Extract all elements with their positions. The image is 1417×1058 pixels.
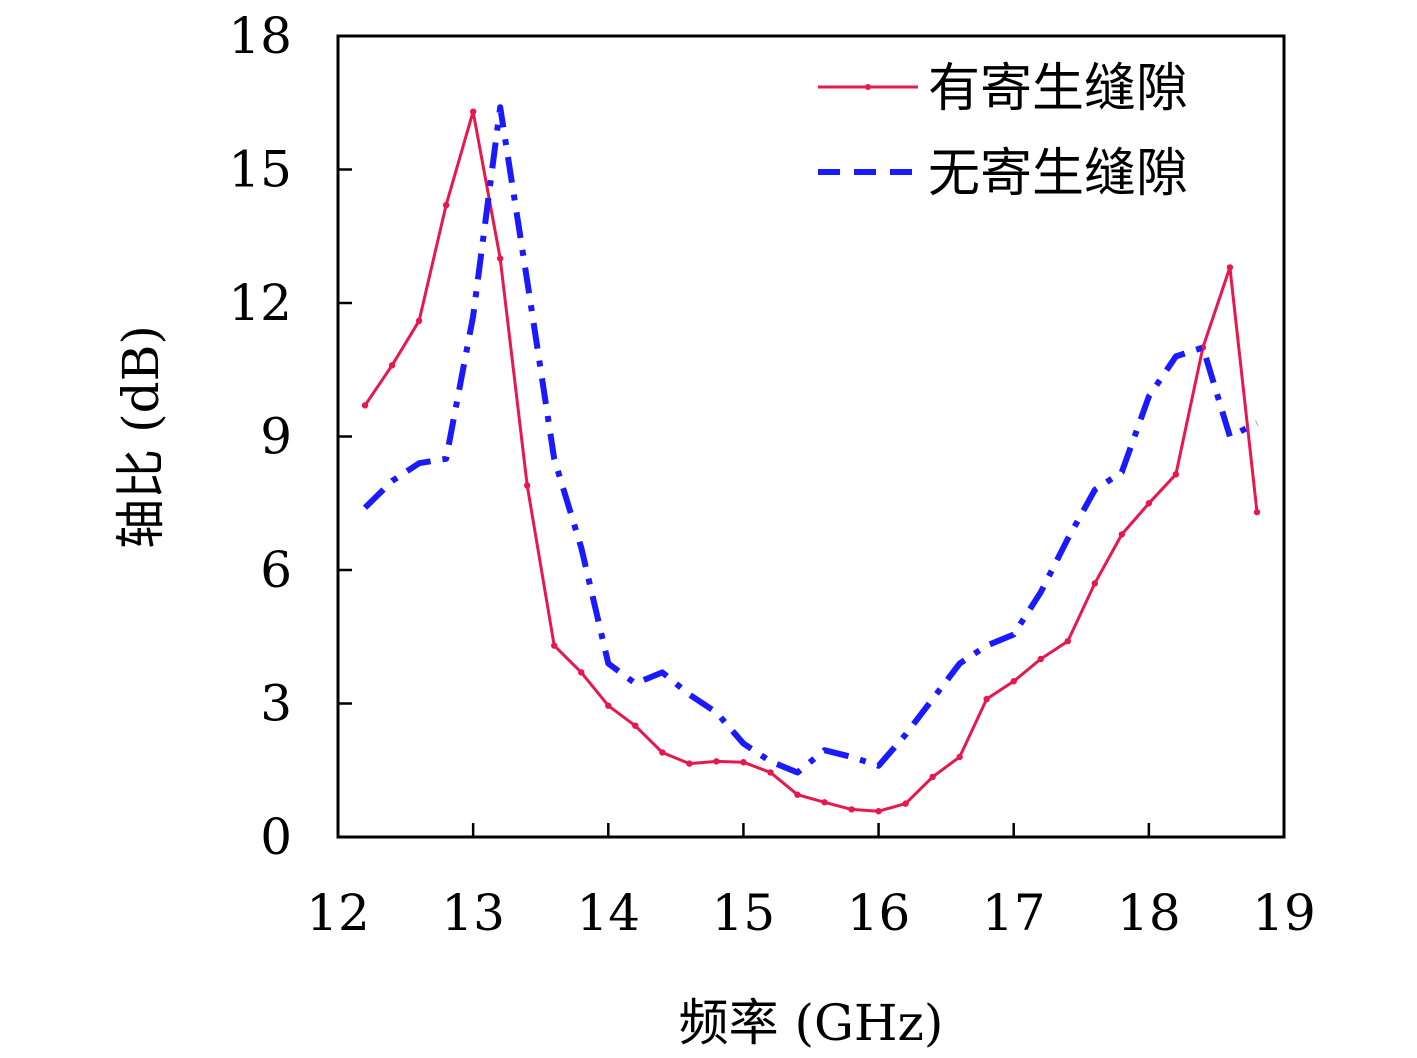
data-point-0 — [956, 753, 963, 761]
data-point-0 — [821, 799, 828, 806]
data-point-0 — [496, 255, 504, 262]
data-point-0 — [767, 769, 774, 776]
data-point-0 — [848, 806, 855, 813]
legend-swatch-marker — [865, 84, 871, 90]
y-tick-label: 3 — [260, 675, 292, 733]
data-point-0 — [578, 669, 585, 676]
series-layer — [361, 104, 1261, 815]
data-point-0 — [713, 758, 720, 765]
x-axis-title: 频率 (GHz) — [679, 994, 944, 1052]
data-point-0 — [1064, 638, 1071, 645]
y-tick-label: 15 — [228, 141, 292, 199]
data-point-0 — [1010, 678, 1017, 685]
data-point-0 — [469, 108, 477, 115]
x-tick-label: 13 — [441, 884, 505, 942]
data-point-0 — [1253, 508, 1261, 516]
data-point-0 — [442, 201, 450, 209]
x-tick-label: 17 — [982, 884, 1046, 942]
data-point-0 — [388, 362, 396, 369]
data-point-0 — [902, 800, 909, 807]
plot-frame — [336, 34, 1286, 839]
legend-label-with-slot: 有寄生缝隙 — [928, 59, 1188, 119]
data-point-0 — [1037, 655, 1044, 663]
data-point-0 — [632, 722, 639, 729]
data-point-0 — [794, 791, 801, 798]
data-point-0 — [875, 807, 882, 815]
data-point-0 — [686, 760, 693, 767]
x-tick-label: 14 — [576, 884, 640, 942]
legend-label-without-slot: 无寄生缝隙 — [928, 144, 1188, 204]
data-point-0 — [415, 317, 423, 324]
legend: 有寄生缝隙 无寄生缝隙 — [818, 59, 1188, 204]
series-line-0 — [363, 110, 1259, 813]
data-point-0 — [1226, 264, 1234, 271]
y-tick-label: 0 — [260, 808, 292, 866]
data-point-0 — [1172, 471, 1180, 478]
x-tick-label: 19 — [1252, 884, 1316, 942]
series-line-1 — [362, 104, 1259, 776]
data-point-0 — [1118, 531, 1126, 538]
data-point-0 — [659, 749, 666, 756]
y-tick-label: 9 — [260, 408, 292, 466]
x-tick-label: 15 — [712, 884, 776, 942]
y-tick-label: 12 — [228, 274, 292, 332]
data-point-0 — [740, 759, 747, 766]
data-point-0 — [1145, 500, 1153, 507]
data-point-0 — [983, 695, 990, 703]
data-point-0 — [524, 482, 531, 489]
x-tick-label: 12 — [306, 884, 370, 942]
x-tick-label: 16 — [847, 884, 911, 942]
data-point-0 — [551, 642, 558, 649]
y-tick-label: 6 — [260, 541, 292, 599]
ticks-layer: 12 13 14 15 16 17 18 19 0 3 6 9 12 15 18 — [228, 7, 1315, 942]
data-point-0 — [929, 773, 936, 781]
data-point-0 — [1091, 580, 1099, 587]
y-tick-label: 18 — [228, 7, 292, 65]
x-tick-label: 18 — [1117, 884, 1181, 942]
y-axis-title: 轴比 (dB) — [112, 325, 170, 549]
data-point-0 — [605, 702, 612, 709]
data-point-0 — [361, 402, 369, 409]
